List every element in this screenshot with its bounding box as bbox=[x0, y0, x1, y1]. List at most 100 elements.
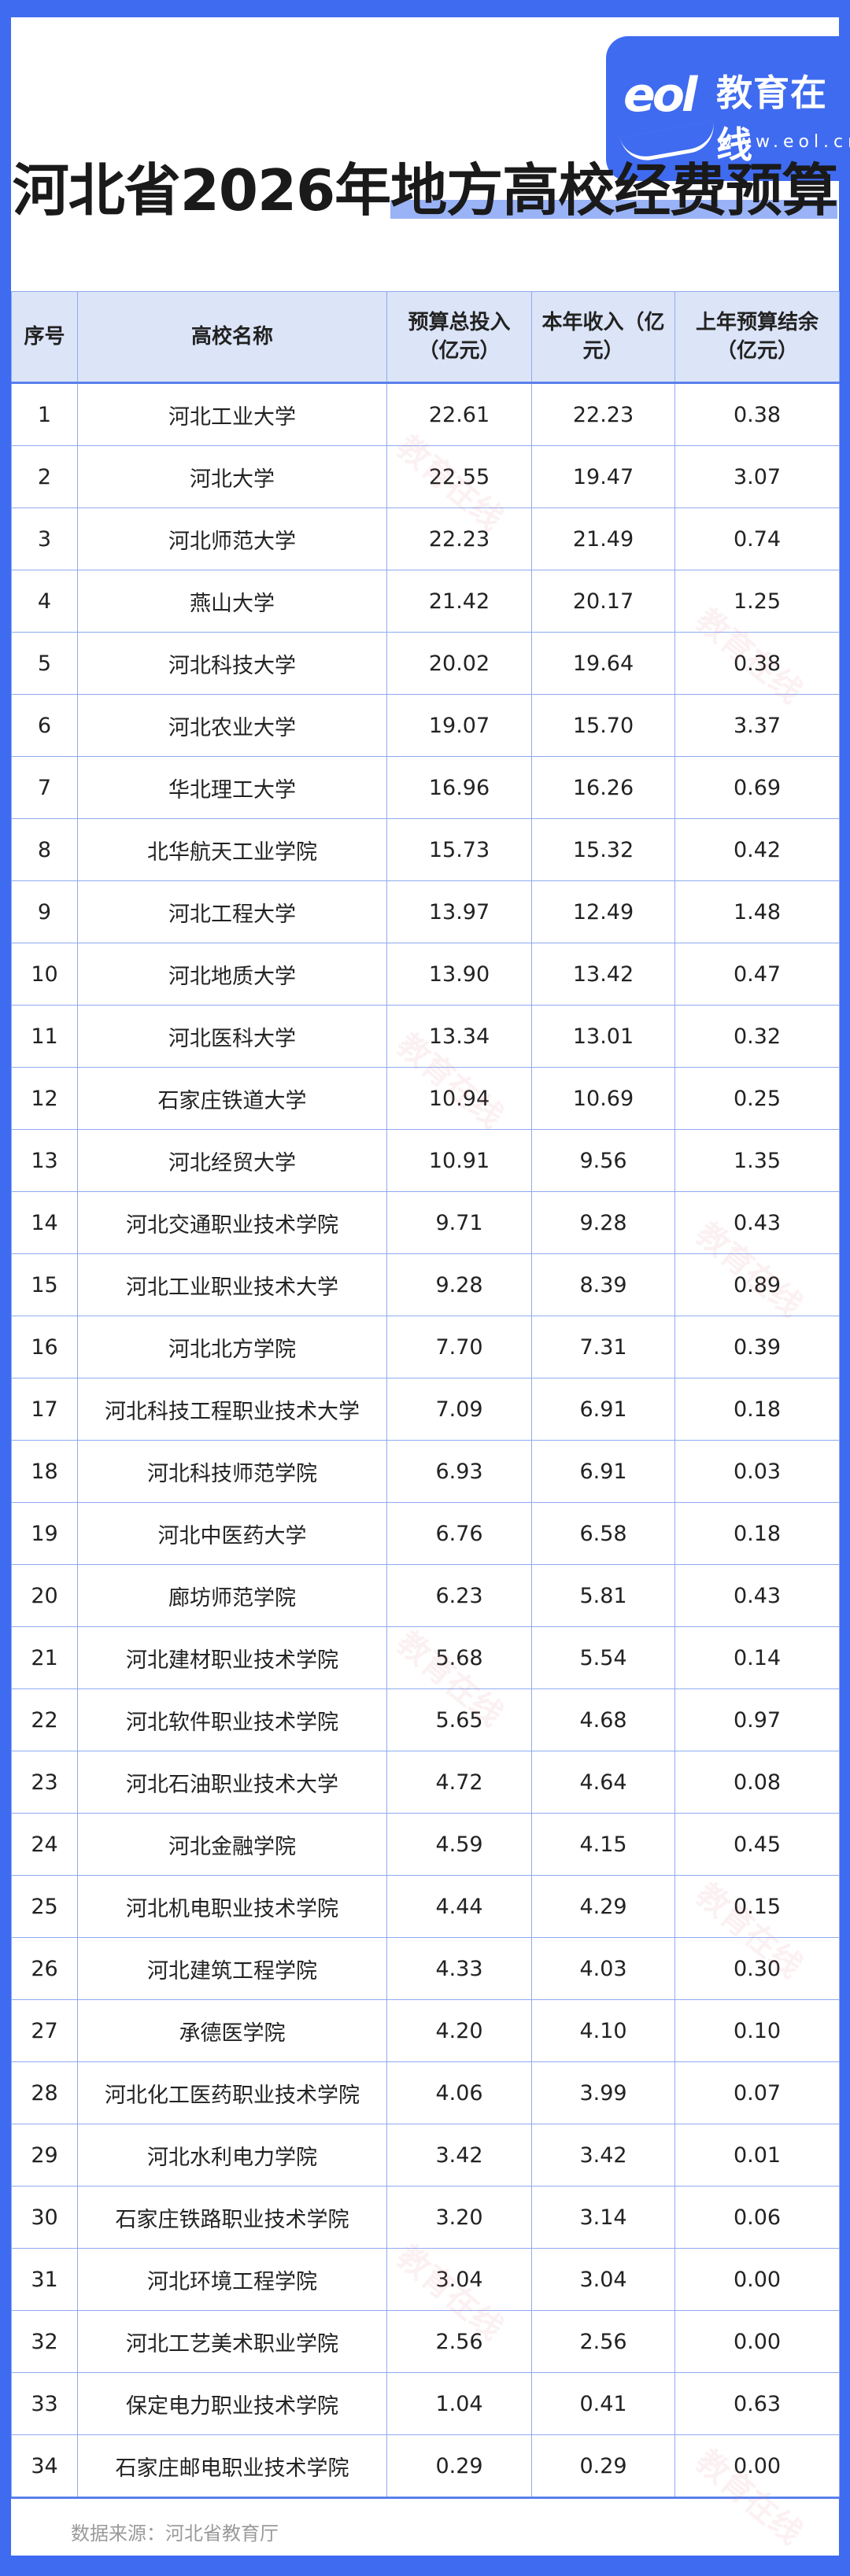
cell-prior-balance: 1.25 bbox=[674, 570, 840, 633]
cell-current-income: 9.56 bbox=[531, 1129, 675, 1192]
cell-prior-balance: 0.08 bbox=[674, 1751, 840, 1814]
cell-school-name: 河北建材职业技术学院 bbox=[77, 1626, 387, 1689]
cell-prior-balance: 0.15 bbox=[674, 1875, 840, 1938]
cell-current-income: 6.91 bbox=[531, 1378, 675, 1441]
cell-index: 3 bbox=[11, 507, 78, 570]
table-row: 25 河北机电职业技术学院 4.44 4.29 0.15 bbox=[11, 1875, 840, 1938]
cell-total-budget: 9.28 bbox=[386, 1253, 532, 1316]
cell-school-name: 承德医学院 bbox=[77, 1999, 387, 2062]
cell-school-name: 河北师范大学 bbox=[77, 507, 387, 570]
table-row: 20 廊坊师范学院 6.23 5.81 0.43 bbox=[11, 1564, 840, 1627]
cell-total-budget: 3.42 bbox=[386, 2124, 532, 2187]
cell-prior-balance: 0.14 bbox=[674, 1626, 840, 1689]
cell-index: 16 bbox=[11, 1316, 78, 1378]
cell-total-budget: 21.42 bbox=[386, 570, 532, 633]
cell-current-income: 4.10 bbox=[531, 1999, 675, 2062]
cell-school-name: 河北农业大学 bbox=[77, 694, 387, 757]
cell-prior-balance: 0.45 bbox=[674, 1813, 840, 1876]
table-row: 34 石家庄邮电职业技术学院 0.29 0.29 0.00 bbox=[11, 2434, 840, 2499]
cell-school-name: 河北科技工程职业技术大学 bbox=[77, 1378, 387, 1441]
cell-current-income: 4.29 bbox=[531, 1875, 675, 1938]
cell-prior-balance: 0.97 bbox=[674, 1688, 840, 1751]
cell-prior-balance: 3.07 bbox=[674, 445, 840, 508]
cell-school-name: 燕山大学 bbox=[77, 570, 387, 633]
cell-school-name: 河北工业大学 bbox=[77, 382, 387, 446]
table-row: 8 北华航天工业学院 15.73 15.32 0.42 bbox=[11, 818, 840, 881]
cell-total-budget: 10.94 bbox=[386, 1067, 532, 1130]
cell-index: 1 bbox=[11, 382, 78, 446]
cell-prior-balance: 0.18 bbox=[674, 1378, 840, 1441]
table-row: 23 河北石油职业技术大学 4.72 4.64 0.08 bbox=[11, 1751, 840, 1814]
cell-current-income: 20.17 bbox=[531, 570, 675, 633]
cell-total-budget: 6.93 bbox=[386, 1440, 532, 1503]
cell-current-income: 7.31 bbox=[531, 1316, 675, 1378]
cell-school-name: 华北理工大学 bbox=[77, 756, 387, 819]
cell-current-income: 13.01 bbox=[531, 1005, 675, 1068]
cell-total-budget: 6.76 bbox=[386, 1502, 532, 1565]
cell-current-income: 22.23 bbox=[531, 382, 675, 446]
cell-school-name: 河北环境工程学院 bbox=[77, 2248, 387, 2311]
cell-current-income: 3.04 bbox=[531, 2248, 675, 2311]
cell-total-budget: 22.61 bbox=[386, 382, 532, 446]
cell-school-name: 河北工艺美术职业学院 bbox=[77, 2310, 387, 2373]
cell-total-budget: 7.09 bbox=[386, 1378, 532, 1441]
cell-index: 20 bbox=[11, 1564, 78, 1627]
cell-prior-balance: 0.30 bbox=[674, 1937, 840, 2000]
table-row: 6 河北农业大学 19.07 15.70 3.37 bbox=[11, 694, 840, 757]
cell-current-income: 3.99 bbox=[531, 2061, 675, 2124]
table-row: 7 华北理工大学 16.96 16.26 0.69 bbox=[11, 756, 840, 819]
cell-index: 34 bbox=[11, 2434, 78, 2499]
cell-current-income: 0.29 bbox=[531, 2434, 675, 2499]
table-row: 10 河北地质大学 13.90 13.42 0.47 bbox=[11, 943, 840, 1006]
table-row: 30 石家庄铁路职业技术学院 3.20 3.14 0.06 bbox=[11, 2186, 840, 2249]
table-row: 2 河北大学 22.55 19.47 3.07 bbox=[11, 445, 840, 508]
header-index: 序号 bbox=[11, 291, 78, 384]
cell-current-income: 13.42 bbox=[531, 943, 675, 1006]
table-row: 24 河北金融学院 4.59 4.15 0.45 bbox=[11, 1813, 840, 1876]
header-school-name: 高校名称 bbox=[77, 291, 387, 384]
cell-school-name: 石家庄邮电职业技术学院 bbox=[77, 2434, 387, 2499]
table-row: 29 河北水利电力学院 3.42 3.42 0.01 bbox=[11, 2124, 840, 2187]
cell-index: 17 bbox=[11, 1378, 78, 1441]
cell-index: 6 bbox=[11, 694, 78, 757]
header-total-budget: 预算总投入（亿元） bbox=[386, 291, 532, 384]
cell-index: 2 bbox=[11, 445, 78, 508]
cell-index: 7 bbox=[11, 756, 78, 819]
table-row: 1 河北工业大学 22.61 22.23 0.38 bbox=[11, 382, 840, 446]
cell-prior-balance: 0.69 bbox=[674, 756, 840, 819]
cell-prior-balance: 0.63 bbox=[674, 2372, 840, 2435]
cell-total-budget: 13.97 bbox=[386, 880, 532, 943]
cell-school-name: 石家庄铁道大学 bbox=[77, 1067, 387, 1130]
cell-total-budget: 3.04 bbox=[386, 2248, 532, 2311]
cell-current-income: 21.49 bbox=[531, 507, 675, 570]
cell-school-name: 河北工程大学 bbox=[77, 880, 387, 943]
cell-prior-balance: 0.01 bbox=[674, 2124, 840, 2187]
cell-school-name: 河北经贸大学 bbox=[77, 1129, 387, 1192]
page-title: 河北省2026年地方高校经费预算 bbox=[11, 151, 839, 230]
cell-current-income: 15.70 bbox=[531, 694, 675, 757]
table-row: 27 承德医学院 4.20 4.10 0.10 bbox=[11, 1999, 840, 2062]
cell-current-income: 4.15 bbox=[531, 1813, 675, 1876]
cell-total-budget: 4.59 bbox=[386, 1813, 532, 1876]
cell-index: 30 bbox=[11, 2186, 78, 2249]
cell-total-budget: 16.96 bbox=[386, 756, 532, 819]
cell-school-name: 北华航天工业学院 bbox=[77, 818, 387, 881]
table-row: 11 河北医科大学 13.34 13.01 0.32 bbox=[11, 1005, 840, 1068]
cell-index: 31 bbox=[11, 2248, 78, 2311]
table-row: 26 河北建筑工程学院 4.33 4.03 0.30 bbox=[11, 1937, 840, 2000]
cell-current-income: 10.69 bbox=[531, 1067, 675, 1130]
cell-prior-balance: 0.32 bbox=[674, 1005, 840, 1068]
cell-current-income: 19.64 bbox=[531, 632, 675, 695]
cell-total-budget: 5.68 bbox=[386, 1626, 532, 1689]
cell-prior-balance: 0.18 bbox=[674, 1502, 840, 1565]
cell-index: 11 bbox=[11, 1005, 78, 1068]
cell-school-name: 河北金融学院 bbox=[77, 1813, 387, 1876]
cell-prior-balance: 0.38 bbox=[674, 382, 840, 446]
cell-prior-balance: 0.00 bbox=[674, 2310, 840, 2373]
cell-total-budget: 13.90 bbox=[386, 943, 532, 1006]
cell-current-income: 0.41 bbox=[531, 2372, 675, 2435]
cell-index: 14 bbox=[11, 1191, 78, 1254]
cell-index: 32 bbox=[11, 2310, 78, 2373]
cell-total-budget: 3.20 bbox=[386, 2186, 532, 2249]
cell-index: 25 bbox=[11, 1875, 78, 1938]
